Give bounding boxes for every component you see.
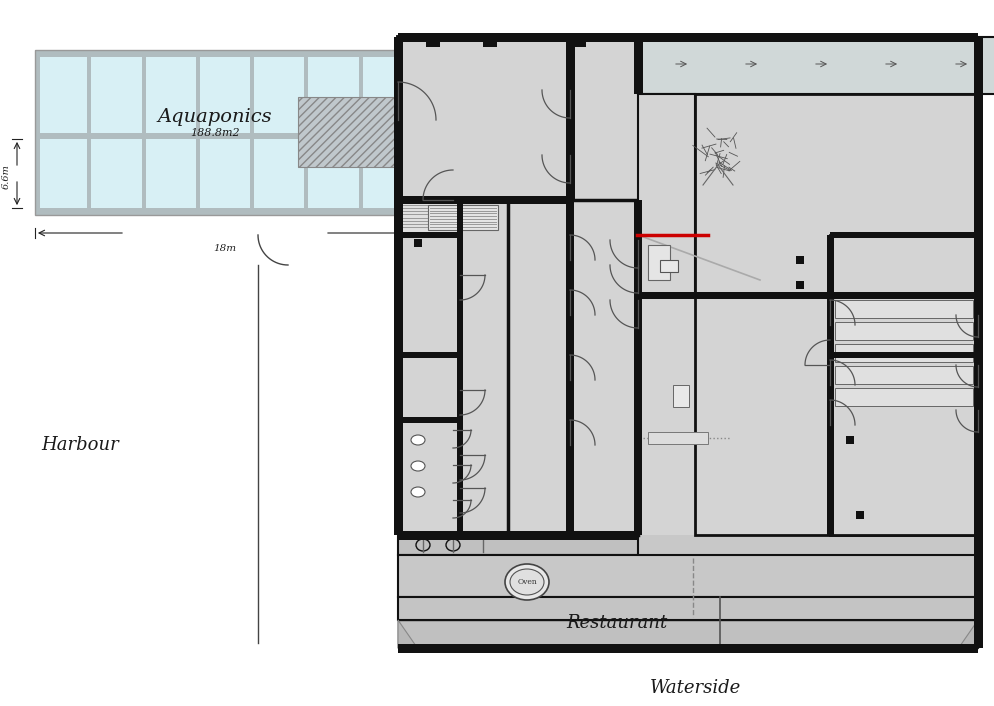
Bar <box>637 37 994 94</box>
Bar <box>414 239 421 247</box>
Bar <box>427 205 498 230</box>
Bar <box>398 232 459 238</box>
Bar <box>398 196 570 204</box>
Bar <box>834 300 972 318</box>
Polygon shape <box>398 620 415 648</box>
Bar <box>398 597 977 620</box>
Bar <box>398 200 459 235</box>
Text: Restaurant: Restaurant <box>566 614 667 632</box>
Bar <box>694 94 977 295</box>
Bar <box>398 235 459 355</box>
Bar <box>834 388 972 406</box>
Bar <box>35 50 414 215</box>
Bar <box>393 37 403 535</box>
Bar <box>637 37 977 648</box>
Bar <box>566 200 574 535</box>
Bar <box>795 281 803 289</box>
Bar <box>398 620 977 648</box>
Bar <box>196 50 200 215</box>
Bar <box>398 555 977 597</box>
Bar <box>398 355 459 535</box>
Ellipse shape <box>505 564 549 600</box>
Bar <box>35 208 414 215</box>
Bar <box>834 366 972 384</box>
Polygon shape <box>959 620 977 648</box>
Bar <box>398 530 637 539</box>
Bar <box>398 37 570 200</box>
Bar <box>35 50 414 57</box>
Bar <box>567 35 580 47</box>
Bar <box>35 139 414 209</box>
Bar <box>672 385 688 407</box>
Bar <box>456 200 462 535</box>
Bar <box>834 322 972 340</box>
Bar <box>398 420 459 535</box>
Ellipse shape <box>445 539 459 551</box>
Bar <box>398 352 459 358</box>
Bar <box>87 50 91 215</box>
Bar <box>35 133 414 139</box>
Bar <box>35 50 414 133</box>
Text: 188.8m2: 188.8m2 <box>190 128 240 138</box>
Bar <box>647 245 669 280</box>
Bar <box>637 94 694 295</box>
Bar <box>972 37 981 648</box>
Text: 6.6m: 6.6m <box>2 164 11 189</box>
Bar <box>855 511 863 519</box>
Bar <box>647 432 708 444</box>
Bar <box>410 50 414 215</box>
Bar <box>398 37 637 535</box>
Bar <box>845 436 853 444</box>
Bar <box>694 295 977 535</box>
Bar <box>297 97 413 167</box>
Bar <box>829 232 977 238</box>
Bar <box>398 535 977 648</box>
Bar <box>565 37 574 200</box>
Ellipse shape <box>411 487 424 497</box>
Bar <box>829 235 977 355</box>
Ellipse shape <box>415 539 429 551</box>
Bar <box>398 643 977 652</box>
Bar <box>482 35 496 47</box>
Bar <box>249 50 253 215</box>
Bar <box>834 344 972 362</box>
Bar <box>459 200 570 535</box>
Bar <box>304 50 308 215</box>
Bar <box>633 200 641 535</box>
Bar <box>35 50 40 215</box>
Ellipse shape <box>510 569 544 595</box>
Bar <box>829 352 977 358</box>
Text: Harbour: Harbour <box>41 436 118 454</box>
Bar <box>570 32 637 42</box>
Bar <box>829 355 977 535</box>
Bar <box>633 37 642 94</box>
Bar <box>572 35 585 47</box>
Bar <box>637 292 977 299</box>
Bar <box>637 32 977 42</box>
Ellipse shape <box>411 435 424 445</box>
Bar <box>398 32 570 42</box>
Bar <box>508 200 637 535</box>
Text: 18m: 18m <box>214 244 237 253</box>
Text: Oven: Oven <box>517 578 537 586</box>
Bar <box>659 260 677 272</box>
Ellipse shape <box>411 461 424 471</box>
Bar <box>570 37 637 235</box>
Bar <box>826 235 833 535</box>
Bar <box>141 50 145 215</box>
Bar <box>795 256 803 264</box>
Bar <box>398 417 459 423</box>
Text: Waterside: Waterside <box>649 679 740 697</box>
Bar <box>359 50 363 215</box>
Bar <box>398 535 637 555</box>
Text: Aquaponics: Aquaponics <box>157 108 272 126</box>
Bar <box>425 35 439 47</box>
